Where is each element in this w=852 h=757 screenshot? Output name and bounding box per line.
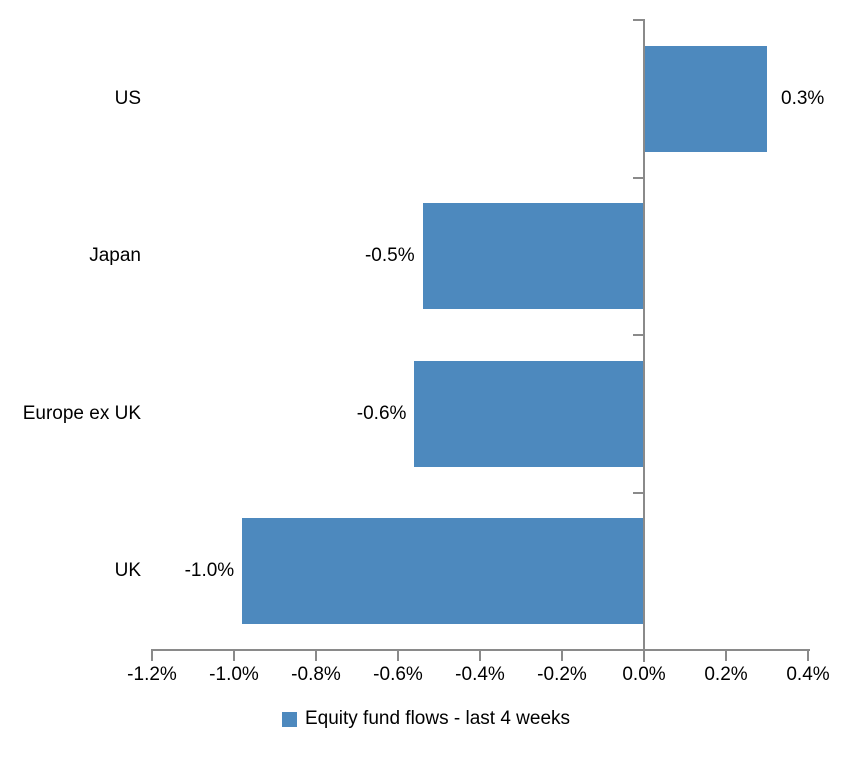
x-axis-tick-label-0-4: 0.4% <box>786 664 830 685</box>
bar-us <box>644 45 767 152</box>
y-axis-tick-0 <box>633 19 645 21</box>
zero-axis-line <box>643 20 645 662</box>
legend-label: Equity fund flows - last 4 weeks <box>304 708 571 729</box>
y-axis-tick-2 <box>633 334 645 336</box>
y-axis-tick-4 <box>633 649 645 651</box>
x-axis-tick-1-2 <box>151 649 153 661</box>
bar-japan <box>422 203 644 310</box>
x-axis-tick-0-2 <box>561 649 563 661</box>
category-label-uk: UK <box>114 560 141 582</box>
x-axis-tick-label-0-8: -0.8% <box>291 664 341 685</box>
x-axis-tick-label-0-6: -0.6% <box>373 664 423 685</box>
bar-uk <box>242 518 644 625</box>
x-axis-line <box>152 649 810 651</box>
x-axis-tick-0-4 <box>479 649 481 661</box>
category-label-japan: Japan <box>89 245 141 267</box>
x-axis-tick-0-4 <box>807 649 809 661</box>
x-axis-tick-label-0-4: -0.4% <box>455 664 505 685</box>
category-label-europe-ex-uk: Europe ex UK <box>22 402 141 424</box>
x-axis-tick-0-2 <box>725 649 727 661</box>
x-axis-tick-label-1-2: -1.2% <box>127 664 177 685</box>
y-axis-tick-3 <box>633 491 645 494</box>
x-axis-tick-1-0 <box>233 649 235 661</box>
data-label-japan: -0.5% <box>364 245 415 267</box>
data-label-europe-ex-uk: -0.6% <box>356 402 407 424</box>
legend-marker-swatch <box>281 711 297 727</box>
bar-europe-ex-uk <box>414 360 644 467</box>
y-axis-tick-1 <box>633 176 645 179</box>
category-label-us: US <box>114 87 141 109</box>
data-label-us: 0.3% <box>781 87 825 109</box>
x-axis-tick-0-6 <box>397 649 399 661</box>
legend: Equity fund flows - last 4 weeks <box>0 708 852 730</box>
x-axis-tick-label-0-0: 0.0% <box>622 664 666 685</box>
x-axis-tick-label-1-0: -1.0% <box>209 664 259 685</box>
x-axis-tick-label-0-2: 0.2% <box>704 664 748 685</box>
x-axis-tick-0-8 <box>315 649 317 661</box>
x-axis-tick-label-0-2: -0.2% <box>537 664 587 685</box>
data-label-uk: -1.0% <box>184 560 235 582</box>
